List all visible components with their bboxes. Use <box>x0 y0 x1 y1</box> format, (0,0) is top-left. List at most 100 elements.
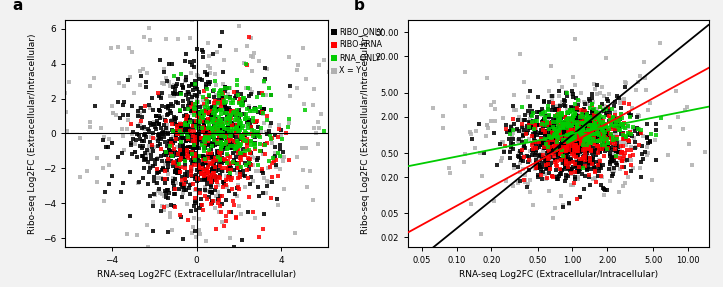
Point <box>174 121 186 125</box>
Point <box>560 162 571 166</box>
Point <box>241 62 252 66</box>
Point <box>161 195 172 200</box>
Point <box>197 95 208 99</box>
Point <box>583 144 594 149</box>
Point <box>197 98 208 102</box>
Point <box>168 160 179 165</box>
Point <box>170 91 181 96</box>
Point <box>567 134 578 139</box>
Point <box>534 141 546 146</box>
Point <box>592 133 604 138</box>
Point <box>174 170 185 174</box>
Point <box>562 133 573 137</box>
Point <box>185 126 197 130</box>
Point <box>190 121 202 126</box>
Point <box>186 139 197 143</box>
Point <box>173 101 184 106</box>
Point <box>625 162 637 167</box>
Point <box>538 98 549 103</box>
Point <box>578 141 589 146</box>
Point <box>134 82 145 87</box>
Point <box>586 132 597 137</box>
Point <box>569 142 581 147</box>
Point <box>591 107 603 112</box>
Point <box>312 120 324 124</box>
Point <box>168 91 179 96</box>
Point <box>193 110 205 115</box>
Point <box>210 165 222 170</box>
Point <box>497 116 509 120</box>
Point <box>563 161 575 165</box>
Point <box>108 110 119 115</box>
Point <box>547 107 558 112</box>
Point <box>568 127 579 131</box>
Point <box>177 135 189 140</box>
Point <box>604 166 615 171</box>
Point <box>226 100 237 105</box>
Point <box>239 185 251 190</box>
Point <box>508 108 519 113</box>
Point <box>514 161 526 165</box>
Point <box>568 172 579 177</box>
Point <box>166 110 177 115</box>
Point <box>584 140 596 144</box>
Point <box>613 115 625 120</box>
Point <box>654 41 665 46</box>
Point <box>266 161 278 165</box>
Point <box>220 95 231 100</box>
Point <box>562 140 574 145</box>
Point <box>531 147 542 152</box>
Point <box>584 106 596 111</box>
Point <box>584 117 596 121</box>
Point <box>167 164 179 169</box>
Point <box>140 156 151 161</box>
Point <box>144 106 155 110</box>
Point <box>150 158 161 162</box>
Point <box>209 138 221 142</box>
Point <box>202 63 214 68</box>
Point <box>248 129 260 134</box>
Point <box>230 115 241 119</box>
Point <box>563 138 575 143</box>
Point <box>221 115 233 119</box>
Point <box>265 108 276 112</box>
Point <box>166 101 177 106</box>
Point <box>557 142 569 147</box>
Point <box>642 135 654 139</box>
Point <box>273 135 284 139</box>
Point <box>181 173 193 178</box>
Point <box>549 148 561 152</box>
Point <box>539 130 551 135</box>
Point <box>627 106 638 111</box>
Point <box>183 129 194 134</box>
Point <box>560 91 572 96</box>
Point <box>534 158 546 163</box>
Point <box>559 167 570 171</box>
Point <box>226 160 238 165</box>
Point <box>590 139 602 144</box>
Point <box>459 104 471 108</box>
Point <box>214 119 226 123</box>
Point <box>216 29 228 34</box>
Point <box>192 87 203 91</box>
Point <box>234 143 246 148</box>
Point <box>197 138 209 143</box>
Point <box>633 132 644 137</box>
Point <box>211 122 223 127</box>
Point <box>544 144 555 149</box>
Point <box>186 71 197 75</box>
Point <box>206 151 218 156</box>
Point <box>215 132 226 137</box>
Point <box>598 104 609 108</box>
Point <box>530 127 542 131</box>
Point <box>173 123 184 127</box>
Point <box>537 119 549 123</box>
Point <box>223 167 234 172</box>
Point <box>257 191 268 195</box>
Point <box>204 135 215 140</box>
Point <box>185 181 197 186</box>
Point <box>231 82 243 87</box>
Point <box>591 144 603 149</box>
Point <box>204 66 215 71</box>
Point <box>161 153 172 158</box>
